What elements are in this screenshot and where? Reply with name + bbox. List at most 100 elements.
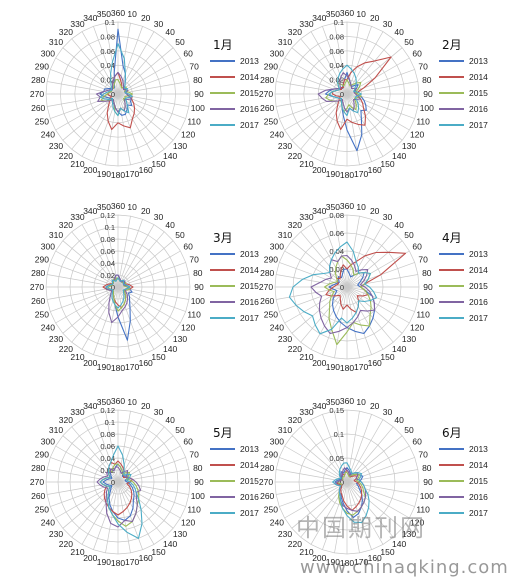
grid-spoke (346, 274, 418, 288)
angle-tick-label: 120 (410, 518, 424, 528)
radial-tick-label: 0.1 (105, 18, 115, 27)
angle-tick-label: 300 (270, 242, 284, 252)
series-line-2016 (96, 466, 142, 528)
angle-tick-label: 60 (183, 242, 193, 252)
angle-tick-label: 220 (59, 151, 73, 161)
angle-tick-label: 320 (288, 27, 302, 37)
angle-tick-label: 110 (416, 310, 430, 320)
angle-tick-label: 330 (70, 212, 84, 222)
grid-spoke (117, 57, 181, 95)
angle-tick-label: 250 (264, 117, 278, 127)
angle-tick-label: 30 (383, 407, 393, 417)
angle-tick-label: 240 (270, 130, 284, 140)
radial-tick-label: 0.05 (329, 454, 344, 463)
grid-spoke (279, 69, 348, 95)
angle-tick-label: 290 (35, 61, 49, 71)
angle-tick-label: 320 (59, 220, 73, 230)
angle-tick-label: 110 (416, 117, 430, 127)
grid-spoke (62, 240, 119, 288)
grid-spoke (346, 93, 360, 165)
radial-tick-label: 0 (111, 283, 115, 292)
angle-tick-label: 340 (83, 206, 97, 216)
angle-tick-label: 150 (380, 159, 394, 169)
angle-tick-label: 290 (264, 254, 278, 264)
legend-label-2016: 2016 (240, 297, 259, 307)
angle-tick-label: 270 (259, 282, 273, 292)
angle-tick-label: 120 (181, 323, 195, 333)
angle-tick-label: 100 (191, 103, 205, 113)
angle-tick-label: 120 (410, 130, 424, 140)
grid-spoke (81, 224, 119, 288)
angle-tick-label: 140 (163, 539, 177, 549)
angle-tick-label: 300 (41, 437, 55, 447)
angle-tick-label: 50 (404, 425, 414, 435)
angle-tick-label: 90 (423, 282, 433, 292)
angle-tick-label: 170 (125, 362, 139, 372)
angle-tick-label: 90 (194, 477, 204, 487)
grid-spoke (279, 93, 348, 119)
angle-tick-label: 350 (326, 397, 340, 407)
grid-spoke (117, 286, 131, 358)
angle-tick-label: 40 (394, 415, 404, 425)
angle-tick-label: 280 (260, 268, 274, 278)
angle-tick-label: 350 (97, 202, 111, 212)
angle-tick-label: 210 (299, 159, 313, 169)
grid-spoke (346, 481, 384, 545)
grid-spoke (346, 47, 403, 95)
radial-tick-label: 0.06 (329, 47, 344, 56)
angle-tick-label: 200 (83, 553, 97, 563)
radar-chart-4: 360 10 20304050607080901001101201301401501… (259, 201, 488, 373)
legend: 2013 2014 2015 2016 2017 (210, 444, 259, 518)
grid-spoke (291, 93, 348, 141)
angle-tick-label: 280 (31, 463, 45, 473)
grid-spoke (117, 224, 155, 288)
grid-spoke (117, 47, 174, 95)
angle-tick-label: 220 (59, 344, 73, 354)
angle-tick-label: 340 (83, 401, 97, 411)
legend: 2013 2014 2015 2016 2017 (439, 56, 488, 130)
angle-tick-label: 40 (394, 220, 404, 230)
grid-spoke (55, 93, 119, 131)
angle-tick-label: 200 (312, 165, 326, 175)
grid-spoke (117, 93, 186, 119)
legend-label-2017: 2017 (240, 508, 259, 518)
angle-tick-label: 180 (340, 363, 354, 373)
angle-tick-label: 360 (111, 201, 125, 211)
angle-tick-label: 70 (418, 254, 428, 264)
series-line-2016 (310, 254, 376, 335)
grid-spoke (117, 250, 181, 288)
radial-tick-label: 0.15 (329, 406, 344, 415)
grid-spoke (291, 47, 348, 95)
legend-label-2015: 2015 (469, 281, 488, 291)
angle-tick-label: 180 (111, 170, 125, 180)
grid-spoke (117, 286, 186, 312)
angle-tick-label: 250 (35, 117, 49, 127)
angle-tick-label: 240 (270, 323, 284, 333)
grid-spoke (284, 250, 348, 288)
radial-tick-label: 0 (111, 90, 115, 99)
legend-label-2014: 2014 (240, 265, 259, 275)
grid-spoke (50, 286, 119, 312)
grid-spoke (300, 93, 348, 150)
grid-spoke (346, 231, 394, 288)
series-line-2017 (288, 241, 378, 335)
angle-tick-label: 220 (59, 539, 73, 549)
legend: 2013 2014 2015 2016 2017 (210, 249, 259, 323)
angle-tick-label: 50 (175, 37, 185, 47)
angle-tick-label: 180 (111, 363, 125, 373)
angle-tick-label: 360 (340, 8, 354, 18)
grid-spoke (346, 93, 410, 131)
angle-tick-label: 360 (340, 396, 354, 406)
angle-tick-label: 80 (193, 75, 203, 85)
legend-label-2014: 2014 (469, 265, 488, 275)
angle-tick-label: 190 (326, 557, 340, 567)
grid-spoke (105, 23, 119, 95)
angle-tick-label: 310 (49, 230, 63, 240)
grid-spoke (346, 93, 394, 150)
angle-tick-label: 260 (31, 491, 45, 501)
angle-tick-label: 50 (404, 37, 414, 47)
angle-tick-label: 260 (260, 491, 274, 501)
angle-tick-label: 150 (380, 547, 394, 557)
grid-spoke (322, 93, 348, 162)
angle-tick-label: 250 (264, 310, 278, 320)
